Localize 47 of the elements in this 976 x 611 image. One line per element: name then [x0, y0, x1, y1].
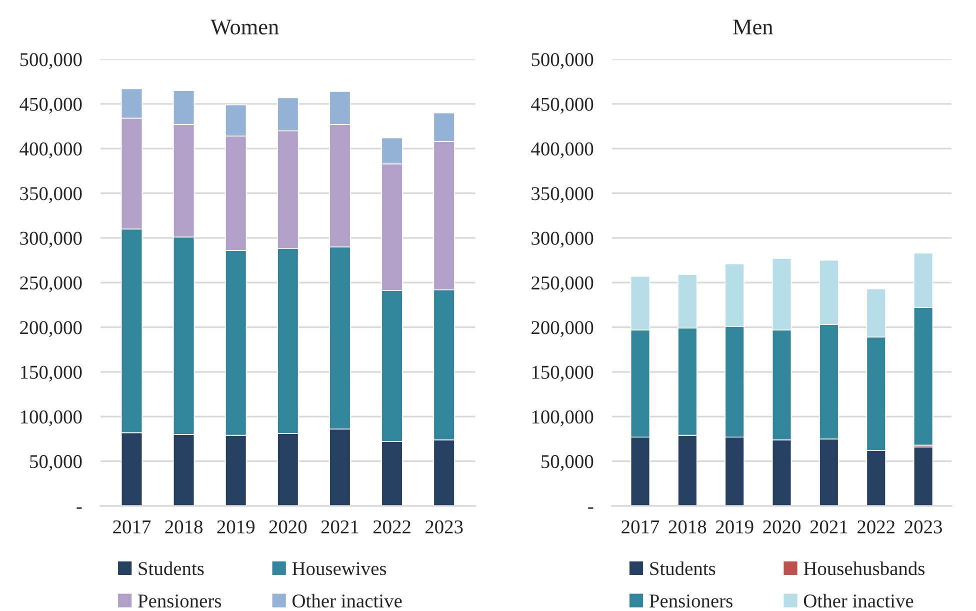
x-tick-label: 2022	[373, 520, 410, 534]
legend-label: Other inactive	[292, 594, 402, 608]
legend-label: Students	[650, 561, 716, 576]
y-tick-label: 200,000	[532, 321, 594, 337]
x-tick-label: 2021	[810, 520, 848, 534]
x-tick-label: 2019	[217, 520, 255, 534]
chart-title: Women	[210, 20, 279, 35]
x-tick-label: 2018	[165, 520, 203, 534]
x-tick-label: 2018	[668, 520, 706, 534]
x-tick-label: 2023	[425, 520, 463, 534]
y-tick-label: 100,000	[20, 410, 82, 426]
x-tick-label: 2022	[858, 520, 894, 534]
x-tick-label: 2017	[113, 520, 151, 534]
x-tick-label: 2023	[904, 520, 942, 534]
legend-label: Pensioners	[138, 594, 222, 608]
y-tick-label: 200,000	[20, 321, 82, 337]
y-tick-label: 50,000	[30, 455, 82, 471]
x-tick-label: 2017	[622, 520, 660, 534]
y-tick-label: 250,000	[20, 276, 82, 292]
x-tick-label: 2020	[763, 520, 800, 534]
y-tick-label: 150,000	[20, 366, 82, 382]
legend-label: Househusbands	[804, 561, 925, 576]
y-tick-label: 500,000	[532, 53, 594, 70]
y-tick-label: 450,000	[531, 98, 594, 114]
y-tick-label: 100,000	[532, 410, 594, 426]
y-tick-label: 450,000	[20, 98, 82, 114]
y-tick-label: 350,000	[532, 187, 594, 203]
y-tick-label: 400,000	[531, 142, 594, 158]
chart-title: Men	[733, 20, 773, 34]
y-tick-label: 300,000	[532, 232, 594, 248]
y-tick-label: 400,000	[20, 142, 82, 158]
y-tick-label: -	[588, 507, 594, 509]
legend-label: Pensioners	[649, 594, 732, 608]
x-tick-label: 2019	[716, 520, 754, 534]
y-tick-label: 350,000	[20, 187, 82, 203]
y-tick-label: -	[76, 507, 82, 509]
y-tick-label: 300,000	[20, 232, 82, 248]
x-tick-label: 2020	[269, 520, 307, 534]
legend-label: Students	[138, 561, 204, 576]
x-tick-label: 2021	[321, 520, 358, 534]
bar	[913, 446, 934, 506]
y-tick-label: 250,000	[532, 276, 594, 292]
y-tick-label: 500,000	[20, 53, 82, 70]
y-tick-label: 50,000	[542, 455, 594, 471]
legend-label: Housewives	[292, 562, 386, 576]
y-tick-label: 150,000	[532, 366, 594, 382]
legend-label: Other inactive	[804, 594, 914, 608]
